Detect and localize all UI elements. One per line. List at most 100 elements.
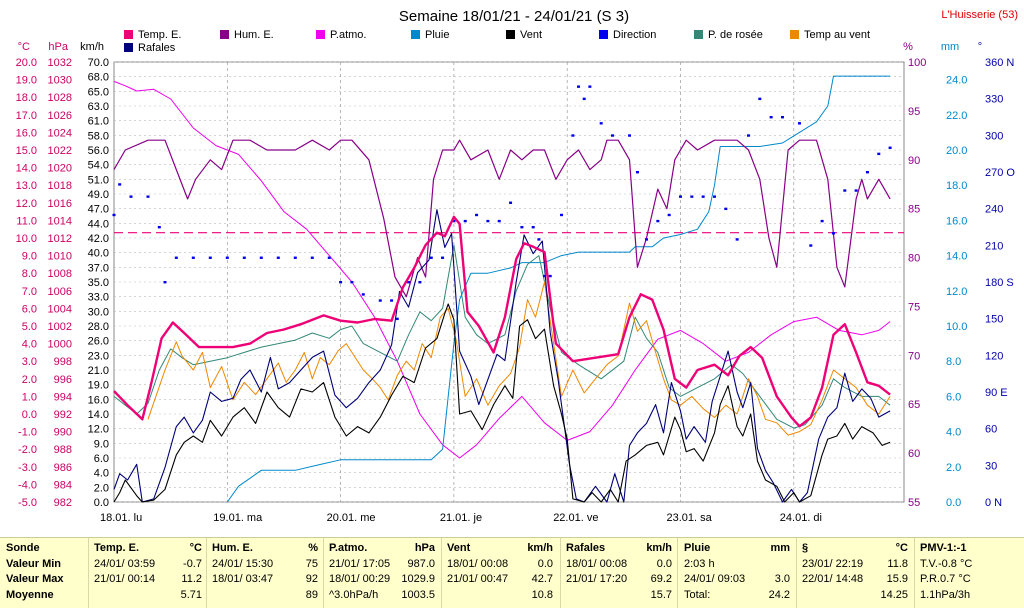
tick-label-temp: 5.0: [22, 321, 37, 333]
tick-label-dir: 60: [985, 424, 997, 436]
direction-point: [486, 219, 490, 223]
stats-label-max: Valeur Max: [6, 573, 64, 585]
direction-point: [611, 134, 615, 137]
stats-rain-max-time: 24/01/ 09:03: [684, 573, 746, 585]
stats-label-avg: Moyenne: [6, 588, 54, 601]
tick-label-wind: 61.0: [88, 116, 109, 128]
tick-label-hum: 80: [908, 253, 920, 265]
tick-label-temp: 3.0: [22, 356, 37, 368]
tick-label-wind: 0.0: [94, 497, 109, 509]
tick-label-temp: 10.0: [16, 233, 37, 245]
tick-label-rain: 14.0: [946, 251, 967, 263]
tick-label-temp: 7.0: [22, 286, 37, 298]
stats-para: § °C 23/01/ 22:19 11.8 22/01/ 14:48 15.9 14…: [802, 541, 908, 603]
stats-pmv: PMV-1:-1 T.V.-0.8 °C P.R.0.7 °C 1.1hPa/3…: [920, 541, 1020, 603]
series-line-hum-e: [113, 139, 891, 298]
legend-swatch: [790, 30, 799, 39]
stats-press-title: P.atmo.: [329, 542, 368, 554]
tick-label-wind: 4.0: [94, 468, 109, 480]
stats-wind-max: 42.7: [531, 573, 553, 585]
direction-point: [877, 152, 881, 156]
tick-label-rain: 18.0: [946, 180, 967, 192]
direction-point: [809, 244, 813, 247]
tick-label-wind: 26.0: [88, 336, 109, 348]
direction-point: [679, 195, 682, 198]
tick-label-dir: 270 O: [985, 167, 1015, 179]
direction-point: [888, 146, 892, 149]
legend-label: Pluie: [425, 29, 449, 41]
tick-label-dir: 30: [985, 460, 997, 472]
tick-label-rain: 22.0: [946, 110, 967, 122]
tick-label-rain: 0.0: [946, 497, 961, 509]
x-tick-label: 18.01. lu: [100, 512, 142, 524]
direction-point: [350, 281, 354, 284]
direction-point: [577, 85, 581, 88]
direction-point: [628, 134, 632, 137]
direction-point: [520, 226, 524, 229]
direction-point: [361, 293, 365, 296]
direction-point: [174, 256, 178, 259]
tick-label-temp: 12.0: [16, 198, 37, 210]
direction-point: [769, 116, 773, 119]
stats-para-min-time: 23/01/ 22:19: [802, 557, 864, 570]
direction-point: [441, 256, 445, 259]
legend: Temp. E. Hum. E. P.atmo. Pluie Vent Direction…: [124, 29, 870, 54]
tick-label-temp: 2.0: [22, 374, 37, 386]
series-line-temp-e: [113, 215, 891, 428]
tick-label-temp: 4.0: [22, 339, 37, 351]
chart-title: Semaine 18/01/21 - 24/01/21 (S 3): [399, 8, 629, 25]
legend-label: Rafales: [138, 42, 176, 54]
direction-point: [339, 281, 343, 284]
legend-label: Vent: [520, 29, 542, 41]
series-line-pluie: [226, 75, 891, 503]
x-tick-label: 22.01. ve: [553, 512, 598, 524]
tick-label-rain: 12.0: [946, 286, 967, 298]
tick-label-wind: 40.0: [88, 248, 109, 260]
tick-label-press: 1010: [48, 251, 72, 263]
stats-label-min: Valeur Min: [6, 557, 62, 570]
stats-temp-max: 11.2: [181, 573, 202, 585]
tick-label-hum: 60: [908, 448, 920, 460]
direction-point: [112, 213, 116, 217]
tick-label-wind: 28.0: [88, 321, 109, 333]
direction-point: [667, 213, 671, 217]
stats-temp-unit: °C: [189, 542, 202, 554]
axis-title-wind: km/h: [80, 41, 104, 53]
tick-label-press: 1020: [48, 163, 72, 175]
weather-chart: Semaine 18/01/21 - 24/01/21 (S 3) L'Huis…: [16, 8, 1018, 524]
legend-label: P.atmo.: [330, 29, 367, 41]
stats-para-max: 15.9: [886, 573, 908, 585]
tick-label-hum: 65: [908, 399, 920, 411]
tick-label-temp: 20.0: [16, 57, 37, 69]
stats-para-title: §: [802, 542, 809, 554]
tick-label-press: 1014: [48, 215, 72, 227]
stats-press-min-time: 21/01/ 17:05: [329, 557, 391, 570]
tick-label-hum: 55: [908, 497, 920, 509]
tick-label-press: 1000: [48, 339, 72, 351]
direction-point: [452, 219, 456, 223]
direction-point: [599, 122, 603, 125]
direction-point: [548, 274, 552, 278]
tick-label-press: 992: [54, 409, 72, 421]
series-line-p-de-ros-e: [113, 244, 891, 429]
tick-label-temp: 18.0: [16, 92, 37, 104]
tick-label-rain: 10.0: [946, 321, 967, 333]
stats-pmv-title: PMV-1:-1: [920, 542, 967, 554]
tick-label-temp: 9.0: [22, 251, 37, 263]
tick-label-press: 990: [54, 427, 72, 439]
x-tick-label: 24.01. di: [780, 512, 822, 524]
direction-point: [259, 256, 263, 259]
stats-wind-avg: 10.8: [531, 588, 553, 601]
tick-label-hum: 100: [908, 57, 926, 69]
tick-label-temp: 17.0: [16, 110, 37, 122]
legend-swatch: [411, 30, 420, 39]
direction-point: [327, 256, 331, 259]
axis-title-dir: °: [978, 41, 982, 53]
tick-label-rain: 6.0: [946, 391, 961, 403]
direction-point: [276, 256, 280, 259]
stats-rain-total: 24.2: [768, 588, 790, 601]
stats-rain-unit: mm: [770, 542, 790, 554]
tick-label-wind: 47.0: [88, 204, 109, 216]
direction-point: [582, 97, 586, 101]
direction-point: [531, 226, 535, 229]
